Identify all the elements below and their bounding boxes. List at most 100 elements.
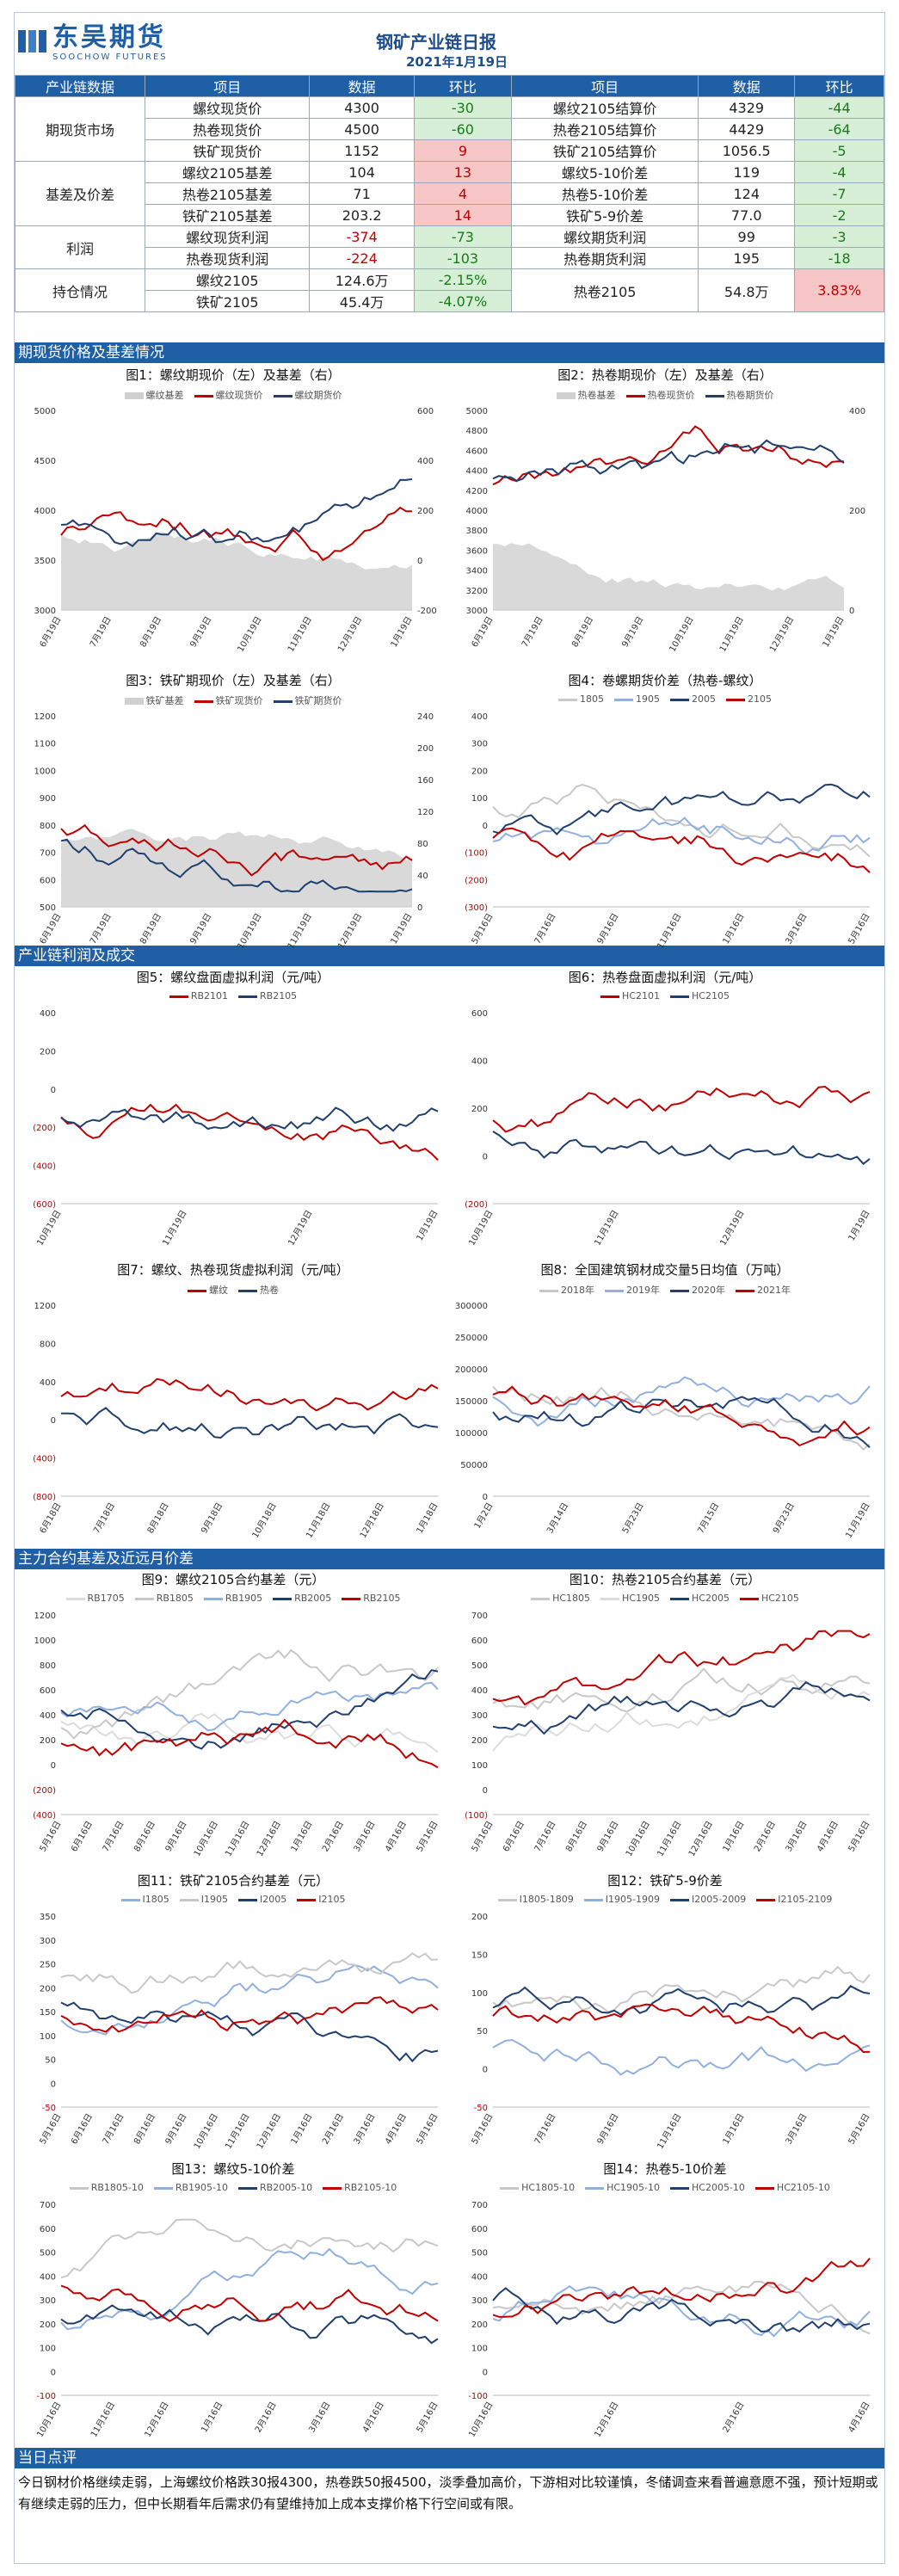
- series-line: [492, 2284, 871, 2338]
- chart-legend: RB1805-10 RB1905-10 RB2005-10 RB2105-10: [18, 2182, 448, 2193]
- x-tick-label: 12月19日: [336, 912, 364, 951]
- chart-title: 图1：螺纹期现价（左）及基差（右）: [126, 367, 341, 383]
- summary-change: 14: [413, 204, 512, 226]
- summary-header-row: 产业链数据 项目 数据 环比 项目 数据 环比: [15, 75, 884, 97]
- summary-change: -4: [794, 161, 884, 183]
- y2-tick-label: 200: [849, 507, 865, 516]
- y-tick-label: 400: [40, 1009, 56, 1019]
- legend-label: 2105: [748, 693, 772, 705]
- y-tick-label: 350: [40, 1913, 56, 1922]
- legend-item: HC1905: [600, 1593, 660, 1604]
- chart-plot: 5000480046004400420040003800360034003200…: [466, 407, 866, 654]
- chart-title: 图12：铁矿5-9价差: [607, 1873, 723, 1889]
- y-tick-label: (200): [33, 1124, 56, 1133]
- y-tick-label: 100: [471, 1761, 488, 1771]
- daily-comment: 今日钢材价格继续走弱，上海螺纹价格跌30报4300，热卷跌50报4500，淡季叠…: [18, 2474, 878, 2511]
- company-logo: 东吴期货 SOOCHOW FUTURES: [18, 23, 190, 65]
- x-tick-label: 4月16日: [847, 2400, 872, 2435]
- x-tick-label: 2月16日: [320, 2112, 346, 2147]
- x-tick-label: 1月19日: [389, 615, 415, 650]
- legend-item: I2105: [297, 1894, 346, 1905]
- summary-change: 4: [413, 182, 512, 205]
- report-title: 钢矿产业链日报: [376, 32, 496, 52]
- y-tick-label: -50: [474, 2104, 488, 2113]
- legend-swatch: [531, 1597, 551, 1600]
- legend-item: 2020年: [670, 1283, 725, 1297]
- legend-item: I2005-2009: [670, 1894, 746, 1905]
- summary-value: -224: [309, 247, 415, 269]
- chart-c5: 图5：螺纹盘面虚拟利润（元/吨） RB2101 RB2105 400 200 0 (200)…: [18, 968, 448, 1252]
- x-tick-label: 3月16日: [784, 912, 810, 946]
- x-tick-label: 8月16日: [563, 1820, 589, 1854]
- legend-label: 2021年: [757, 1285, 791, 1296]
- summary-item: 热卷2105结算价: [510, 118, 699, 140]
- y-tick-label: 100: [471, 2345, 488, 2354]
- x-tick-label: 2月16日: [752, 1820, 778, 1854]
- y-tick-label: 300: [40, 2296, 56, 2306]
- summary-item: 热卷期货利润: [510, 247, 699, 269]
- legend-swatch: [194, 394, 213, 397]
- summary-row: 热卷2105基差 71 4 热卷5-10价差 124 -7: [15, 182, 884, 205]
- summary-row: 热卷现货利润 -224 -103 热卷期货利润 195 -18: [15, 247, 884, 269]
- x-tick-label: 9月16日: [595, 2112, 621, 2147]
- summary-header-cell: 数据: [698, 75, 796, 97]
- legend-label: RB1805-10: [90, 2182, 144, 2193]
- y-tick-label: 100: [471, 1989, 488, 1999]
- x-tick-label: 3月16日: [352, 2112, 378, 2147]
- x-tick-label: 5月16日: [415, 2112, 440, 2147]
- legend-item: I1905: [179, 1894, 228, 1905]
- y-tick-label: 0: [483, 822, 488, 831]
- y-tick-label: 3000: [466, 607, 488, 616]
- series-line: [492, 1385, 871, 1451]
- summary-change: -2: [794, 204, 884, 226]
- legend-swatch: [238, 2186, 257, 2190]
- legend-swatch: [670, 995, 689, 998]
- legend-swatch: [194, 699, 213, 703]
- summary-value: 195: [698, 247, 796, 269]
- y-tick-label: 400: [40, 1378, 56, 1388]
- legend-swatch: [169, 995, 188, 998]
- legend-label: 2019年: [626, 1285, 660, 1296]
- y-tick-label: 600: [471, 2225, 488, 2234]
- summary-row: 铁矿现货价 1152 9 铁矿2105结算价 1056.5 -5: [15, 139, 884, 162]
- chart-title: 图3：铁矿期现价（左）及基差（右）: [126, 673, 341, 688]
- x-tick-label: 5月23日: [620, 1501, 646, 1536]
- legend-swatch: [754, 2186, 774, 2190]
- y-tick-label: 800: [40, 1340, 56, 1349]
- x-tick-label: 3月14日: [545, 1501, 570, 1536]
- x-tick-label: 5月16日: [847, 912, 872, 946]
- legend-item: RB2105: [238, 990, 297, 1001]
- chart-c9: 图9：螺纹2105合约基差（元） RB1705 RB1805 RB1905 RB2005…: [18, 1570, 448, 1863]
- x-tick-label: 12月18日: [358, 1501, 386, 1540]
- x-tick-label: 10月19日: [466, 1209, 495, 1248]
- x-tick-label: 8月19日: [570, 615, 595, 650]
- legend-label: HC2005: [692, 1593, 730, 1604]
- y-tick-label: (200): [33, 1786, 56, 1796]
- legend-swatch: [273, 394, 292, 397]
- legend-swatch: [497, 1898, 517, 1901]
- chart-legend: I1805 I1905 I2005 I2105: [18, 1894, 448, 1905]
- y-tick-label: 200: [40, 2320, 56, 2330]
- summary-header-cell: 环比: [794, 75, 884, 97]
- legend-label: RB2101: [190, 990, 228, 1001]
- y-tick-label: 0: [483, 1493, 488, 1502]
- summary-category: 期现货市场: [15, 96, 146, 162]
- chart-c3: 图3：铁矿期现价（左）及基差（右） 铁矿基差 铁矿现货价 铁矿期货价 1200 1100 1…: [18, 671, 448, 955]
- x-tick-label: 10月19日: [34, 1209, 63, 1248]
- y-tick-label: 500: [40, 903, 56, 913]
- summary-change: -4.07%: [413, 290, 512, 312]
- y-tick-label: 300: [471, 2296, 488, 2306]
- legend-label: I2005: [260, 1894, 287, 1905]
- y2-tick-label: 600: [417, 407, 434, 416]
- y-tick-label: 800: [40, 822, 56, 831]
- chart-legend: 2018年 2019年 2020年 2021年: [450, 1283, 880, 1297]
- legend-label: 螺纹现货价: [215, 390, 263, 401]
- summary-header-cell: 数据: [309, 75, 415, 97]
- series-line: [492, 439, 845, 482]
- x-tick-label: 11月19日: [286, 912, 314, 951]
- y-tick-label: 400: [471, 2272, 488, 2282]
- legend-label: RB2105: [363, 1593, 401, 1604]
- x-tick-label: 4月16日: [360, 2400, 386, 2435]
- summary-item: 螺纹2105基差: [145, 161, 311, 183]
